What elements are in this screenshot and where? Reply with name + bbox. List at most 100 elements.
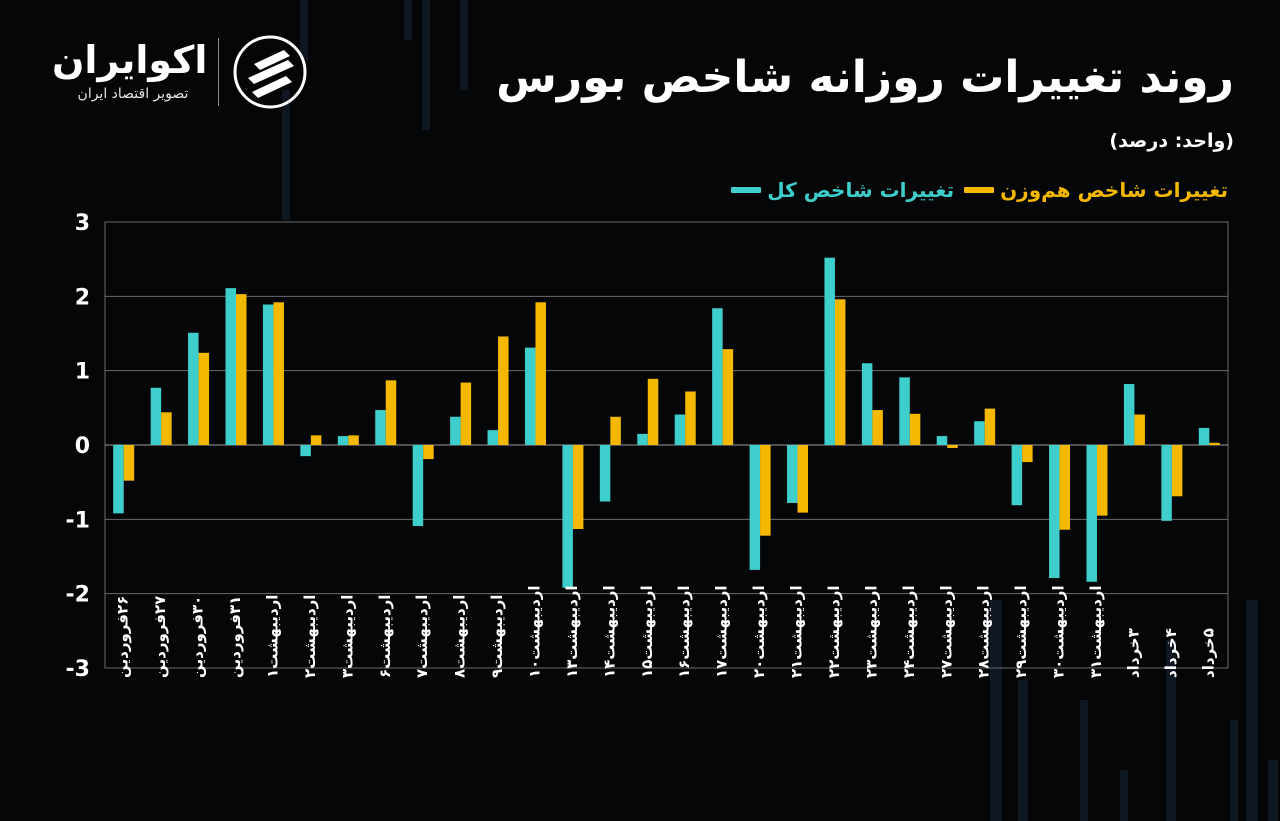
x-tick-label: اردیبهشت۲۳ (862, 585, 880, 678)
chart-title: روند تغییرات روزانه شاخص بورس (496, 52, 1234, 103)
bar-equal-weight-index (685, 391, 696, 445)
bar-total-index (824, 257, 835, 445)
legend-item-total-index: تغییرات شاخص کل (731, 178, 954, 202)
bar-equal-weight-index (572, 445, 584, 529)
bar-total-index (450, 416, 461, 445)
bar-total-index (487, 430, 499, 445)
x-tick-label: ۲۶فروردین (114, 596, 132, 678)
bar-equal-weight-index (535, 302, 546, 445)
legend: تغییرات شاخص کل تغییرات شاخص هم‌وزن (731, 178, 1228, 202)
logo-divider (218, 38, 219, 106)
y-tick-label: -2 (66, 583, 90, 608)
bar-total-index (674, 414, 686, 445)
legend-item-equal-weight-index: تغییرات شاخص هم‌وزن (964, 178, 1228, 202)
x-tick-label: اردیبهشت۶ (376, 595, 394, 678)
x-tick-label: اردیبهشت۲۲ (825, 585, 843, 678)
x-tick-label: اردیبهشت۱۷ (713, 585, 731, 678)
bar-equal-weight-index (236, 294, 247, 445)
bar-total-index (1198, 427, 1210, 445)
legend-swatch-equal-weight-index (964, 187, 995, 193)
bar-total-index (712, 308, 723, 445)
bar-equal-weight-index (348, 435, 359, 445)
bar-equal-weight-index (498, 336, 509, 445)
bar-equal-weight-index (385, 380, 397, 445)
bar-total-index (150, 387, 162, 445)
bar-total-index (225, 288, 237, 445)
bar-equal-weight-index (123, 445, 135, 481)
brand-name: اکوایران (52, 38, 208, 82)
bar-equal-weight-index (1096, 445, 1108, 516)
bar-equal-weight-index (423, 445, 434, 460)
bar-total-index (936, 436, 948, 445)
x-tick-label: اردیبهشت۱ (263, 595, 281, 678)
x-tick-label: اردیبهشت۱۵ (638, 585, 656, 678)
x-tick-label: اردیبهشت۳ (338, 595, 356, 678)
bar-equal-weight-index (909, 413, 921, 445)
bar-equal-weight-index (310, 435, 322, 445)
y-tick-label: 2 (75, 285, 90, 310)
y-tick-label: 3 (75, 211, 90, 236)
x-tick-label: ۳۱فروردین (226, 596, 244, 678)
brand-tagline: تصویر اقتصاد ایران (77, 86, 189, 102)
x-tick-label: اردیبهشت۲۰ (750, 585, 768, 678)
bar-total-index (300, 445, 311, 457)
x-tick-label: اردیبهشت۷ (413, 595, 431, 678)
bar-equal-weight-index (1059, 445, 1071, 530)
bar-total-index (1161, 445, 1172, 521)
bar-total-index (412, 445, 424, 527)
legend-label-total-index: تغییرات شاخص کل (767, 178, 955, 202)
bar-equal-weight-index (1134, 414, 1145, 445)
y-tick-label: 1 (75, 360, 90, 385)
bar-total-index (974, 421, 985, 445)
bar-equal-weight-index (984, 408, 996, 445)
bar-equal-weight-index (1171, 445, 1183, 497)
bar-total-index (599, 445, 611, 502)
bar-equal-weight-index (797, 445, 809, 513)
y-tick-label: -3 (66, 657, 90, 682)
legend-label-equal-weight-index: تغییرات شاخص هم‌وزن (1000, 178, 1228, 202)
bar-total-index (113, 445, 124, 514)
bar-equal-weight-index (722, 349, 734, 445)
bar-equal-weight-index (872, 410, 883, 445)
ecoiran-logo-icon (233, 35, 307, 109)
bar-total-index (899, 377, 910, 445)
x-tick-label: اردیبهشت۲ (301, 595, 319, 678)
x-tick-label: اردیبهشت۲۴ (900, 585, 918, 678)
x-tick-label: اردیبهشت۹ (488, 595, 506, 678)
bar-total-index (1086, 445, 1097, 582)
legend-swatch-total-index (731, 187, 762, 193)
x-tick-label: اردیبهشت۱۴ (600, 585, 618, 678)
bar-equal-weight-index (161, 412, 172, 445)
x-tick-label: اردیبهشت۸ (451, 595, 469, 678)
bar-equal-weight-index (273, 302, 284, 445)
x-tick-label: اردیبهشت۳۰ (1050, 585, 1068, 678)
bar-total-index (787, 445, 798, 503)
bar-equal-weight-index (460, 382, 472, 445)
x-tick-label: اردیبهشت۱۶ (675, 585, 693, 678)
bar-equal-weight-index (610, 416, 621, 445)
x-tick-label: اردیبهشت۱۰ (525, 585, 543, 678)
bar-total-index (375, 410, 386, 445)
bar-equal-weight-index (1209, 442, 1220, 445)
bar-total-index (188, 332, 199, 445)
bar-equal-weight-index (760, 445, 771, 536)
bar-total-index (637, 433, 648, 445)
bar-total-index (562, 445, 573, 588)
bar-total-index (861, 363, 873, 445)
bar-total-index (262, 304, 274, 445)
x-tick-label: ۳۰فروردین (189, 596, 207, 678)
y-tick-label: -1 (66, 508, 90, 533)
x-tick-label: ۳خرداد (1124, 628, 1142, 678)
x-tick-label: اردیبهشت۱۳ (563, 585, 581, 678)
bar-equal-weight-index (834, 299, 846, 445)
bar-total-index (1011, 445, 1023, 506)
x-tick-label: ۲۷فروردین (151, 596, 169, 678)
bar-total-index (524, 347, 536, 445)
x-tick-label: ۴خرداد (1162, 628, 1180, 678)
x-tick-label: اردیبهشت۳۱ (1087, 585, 1105, 678)
bar-equal-weight-index (647, 378, 659, 445)
y-tick-label: 0 (75, 434, 90, 459)
bar-total-index (337, 436, 349, 445)
bar-equal-weight-index (198, 352, 210, 445)
